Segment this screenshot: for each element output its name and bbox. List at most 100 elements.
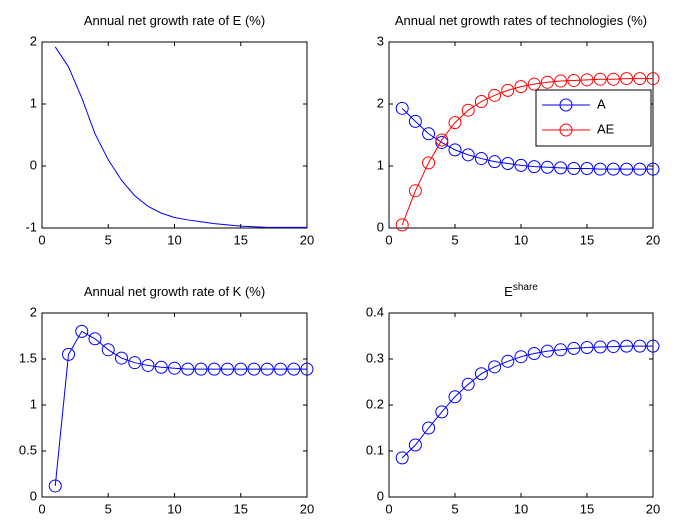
legend: A AE <box>535 89 652 147</box>
data-point <box>422 156 436 170</box>
x-tick-label: 10 <box>514 232 528 247</box>
x-tick-label: 15 <box>580 232 594 247</box>
y-tick-label: 2 <box>30 304 37 319</box>
data-point <box>514 80 528 94</box>
x-tick-label: 15 <box>234 232 248 247</box>
y-tick-label: -1 <box>25 219 37 234</box>
data-point <box>287 362 301 376</box>
data-point <box>501 157 515 171</box>
data-point <box>448 143 462 157</box>
y-tick-label: 0.5 <box>19 442 37 457</box>
data-point <box>633 72 647 86</box>
chart-title-superscript: share <box>513 282 538 293</box>
y-tick-label: 2 <box>377 95 384 110</box>
x-tick-label: 20 <box>646 501 660 516</box>
data-point <box>62 347 75 361</box>
data-point <box>501 83 515 97</box>
y-tick-label: 1 <box>377 157 384 172</box>
data-point <box>474 95 488 109</box>
data-point <box>181 362 195 376</box>
y-tick-label: 3 <box>377 33 384 48</box>
data-point <box>422 421 436 435</box>
data-point <box>474 152 488 166</box>
legend-marker <box>559 123 573 137</box>
subplot: Annual net growth rate of E (%)0 5 10 15 20-… <box>25 13 314 247</box>
x-tick-label: 5 <box>105 501 112 516</box>
x-tick-label: 0 <box>385 501 392 516</box>
data-point <box>154 360 168 374</box>
data-point <box>194 362 208 376</box>
data-point <box>260 362 274 376</box>
chart-title: Annual net growth rate of E (%) <box>84 13 265 28</box>
data-point <box>514 350 528 364</box>
data-point <box>435 405 449 419</box>
subplot: Eshare 0 5 10 15 20 0 0.1 0.2 0.3 0.4 <box>366 282 660 517</box>
y-tick-label: 0.1 <box>366 442 384 457</box>
data-point <box>646 339 660 353</box>
x-tick-label: 15 <box>580 501 594 516</box>
legend-marker <box>559 98 573 112</box>
data-point <box>274 362 287 376</box>
data-point <box>234 362 248 376</box>
data-point <box>488 88 502 102</box>
plot-frame <box>41 312 308 498</box>
data-point <box>422 127 436 141</box>
data-point <box>461 103 475 117</box>
data-point <box>408 438 422 452</box>
data-point <box>408 114 422 128</box>
y-tick-label: 0 <box>377 488 384 503</box>
data-point <box>527 77 541 91</box>
data-point <box>593 72 607 86</box>
x-tick-label: 20 <box>646 232 660 247</box>
x-tick-label: 15 <box>234 501 248 516</box>
chart-title-text: E <box>504 284 513 299</box>
data-point <box>593 340 607 354</box>
data-point <box>168 361 181 375</box>
data-point <box>527 346 541 360</box>
data-point <box>620 162 634 176</box>
data-point <box>435 133 449 147</box>
data-point <box>488 360 502 374</box>
legend-box <box>535 89 652 147</box>
x-tick-label: 0 <box>385 232 392 247</box>
data-point <box>646 162 660 176</box>
data-point <box>448 116 462 130</box>
data-point <box>527 160 541 174</box>
data-point <box>501 354 515 368</box>
chart-title: Annual net growth rate of K (%) <box>84 284 265 299</box>
data-point <box>408 184 422 198</box>
data-point <box>461 377 475 391</box>
data-point <box>580 341 594 354</box>
data-point <box>606 340 620 354</box>
y-tick-label: 2 <box>30 33 37 48</box>
x-tick-label: 5 <box>451 232 458 247</box>
data-point <box>48 479 62 493</box>
data-point <box>247 362 261 376</box>
data-point <box>540 160 554 174</box>
data-point <box>461 148 475 162</box>
chart-title: Eshare <box>504 282 538 300</box>
data-point <box>395 218 409 232</box>
data-point <box>101 343 115 357</box>
data-point <box>554 161 568 175</box>
data-point <box>580 73 594 87</box>
subplot: Annual net growth rate of K (%)0 5 10 15 200… <box>19 284 314 516</box>
data-point <box>300 362 314 376</box>
y-tick-label: 0.3 <box>366 350 384 365</box>
data-point <box>567 341 581 355</box>
data-point <box>395 451 409 465</box>
y-tick-label: 1.5 <box>19 350 37 365</box>
y-tick-label: 1 <box>30 95 37 110</box>
data-point <box>514 158 528 172</box>
x-tick-label: 10 <box>167 501 181 516</box>
data-point <box>540 344 554 358</box>
x-tick-label: 10 <box>514 501 528 516</box>
data-point <box>567 73 581 87</box>
data-point <box>606 162 620 176</box>
data-point <box>567 161 581 175</box>
plot-frame <box>41 41 308 229</box>
chart-title: Annual net growth rates of technologies … <box>395 13 647 28</box>
data-point <box>141 358 155 372</box>
legend-label: AE <box>597 121 615 136</box>
